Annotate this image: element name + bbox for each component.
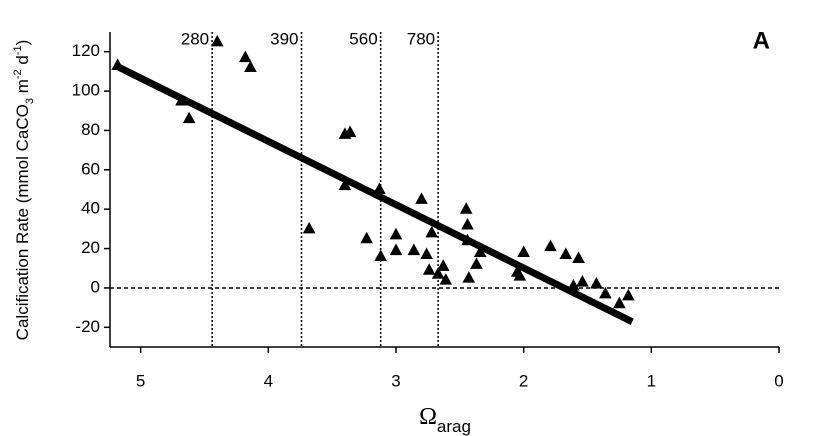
- y-tick-label: -20: [75, 317, 100, 336]
- triangle-point: [338, 178, 352, 191]
- triangle-point: [182, 111, 196, 124]
- triangle-point: [513, 269, 527, 281]
- reference-label: 280: [181, 29, 209, 48]
- y-label-part: ): [13, 40, 32, 46]
- x-label-part: arag: [437, 417, 471, 436]
- triangle-point: [302, 221, 316, 234]
- triangle-point: [544, 239, 557, 252]
- x-label-part: Ω: [419, 404, 437, 430]
- reference-label: 560: [349, 29, 377, 48]
- triangle-point: [622, 288, 635, 301]
- triangle-point: [572, 251, 585, 263]
- triangle-point: [576, 275, 589, 287]
- y-label-part: -1: [12, 45, 24, 55]
- triangle-point: [559, 247, 573, 260]
- x-tick-label: 1: [647, 371, 656, 390]
- triangle-point: [599, 286, 612, 299]
- triangle-point: [425, 225, 439, 238]
- triangle-point: [439, 273, 453, 285]
- y-label-part: d: [13, 55, 32, 69]
- x-tick-label: 4: [264, 371, 273, 390]
- triangle-point: [422, 263, 436, 275]
- y-axis-label: Calcification Rate (mmol CaCO3 m-2 d-1): [12, 40, 36, 341]
- triangle-point: [459, 202, 473, 214]
- triangle-point: [415, 192, 428, 204]
- triangle-point: [470, 257, 483, 269]
- triangle-point: [343, 125, 357, 137]
- reference-label: 390: [270, 29, 298, 48]
- triangle-point: [461, 217, 474, 230]
- triangle-point: [111, 58, 124, 71]
- triangle-point: [613, 296, 626, 309]
- triangle-point: [473, 245, 487, 258]
- y-tick-label: 0: [91, 277, 100, 296]
- triangle-point: [436, 259, 450, 271]
- fit-line: [116, 63, 634, 325]
- triangle-point: [431, 267, 445, 279]
- y-tick-label: 120: [72, 41, 100, 60]
- y-tick-label: 20: [81, 238, 100, 257]
- y-label-part: Calcification Rate (mmol CaCO: [13, 104, 32, 340]
- x-axis-label: Ωarag: [419, 404, 471, 436]
- panel-label: A: [753, 27, 770, 54]
- triangle-point: [407, 243, 421, 256]
- y-label-part: 3: [24, 98, 36, 104]
- triangle-point: [567, 278, 580, 291]
- triangle-point: [462, 271, 476, 283]
- x-tick-label: 0: [774, 371, 783, 390]
- triangle-point: [389, 227, 403, 240]
- y-label-part: m: [13, 79, 32, 98]
- y-tick-label: 60: [81, 159, 100, 178]
- triangle-point: [517, 245, 530, 258]
- x-tick-label: 5: [136, 371, 145, 390]
- triangle-point: [420, 247, 433, 260]
- triangle-point: [590, 277, 603, 289]
- y-label-part: -2: [12, 69, 24, 79]
- triangle-point: [373, 182, 386, 195]
- y-tick-label: 40: [81, 199, 100, 218]
- triangle-point: [374, 249, 387, 261]
- triangle-point: [244, 60, 257, 72]
- triangle-point: [239, 50, 252, 63]
- y-tick-label: 80: [81, 120, 100, 139]
- triangle-point: [175, 93, 188, 106]
- x-tick-label: 3: [391, 371, 400, 390]
- reference-label: 780: [407, 29, 435, 48]
- y-tick-label: 100: [72, 81, 100, 100]
- triangle-point: [210, 34, 224, 47]
- triangle-point: [461, 233, 474, 246]
- triangle-point: [389, 243, 403, 256]
- x-tick-label: 2: [519, 371, 528, 390]
- triangle-point: [360, 231, 373, 244]
